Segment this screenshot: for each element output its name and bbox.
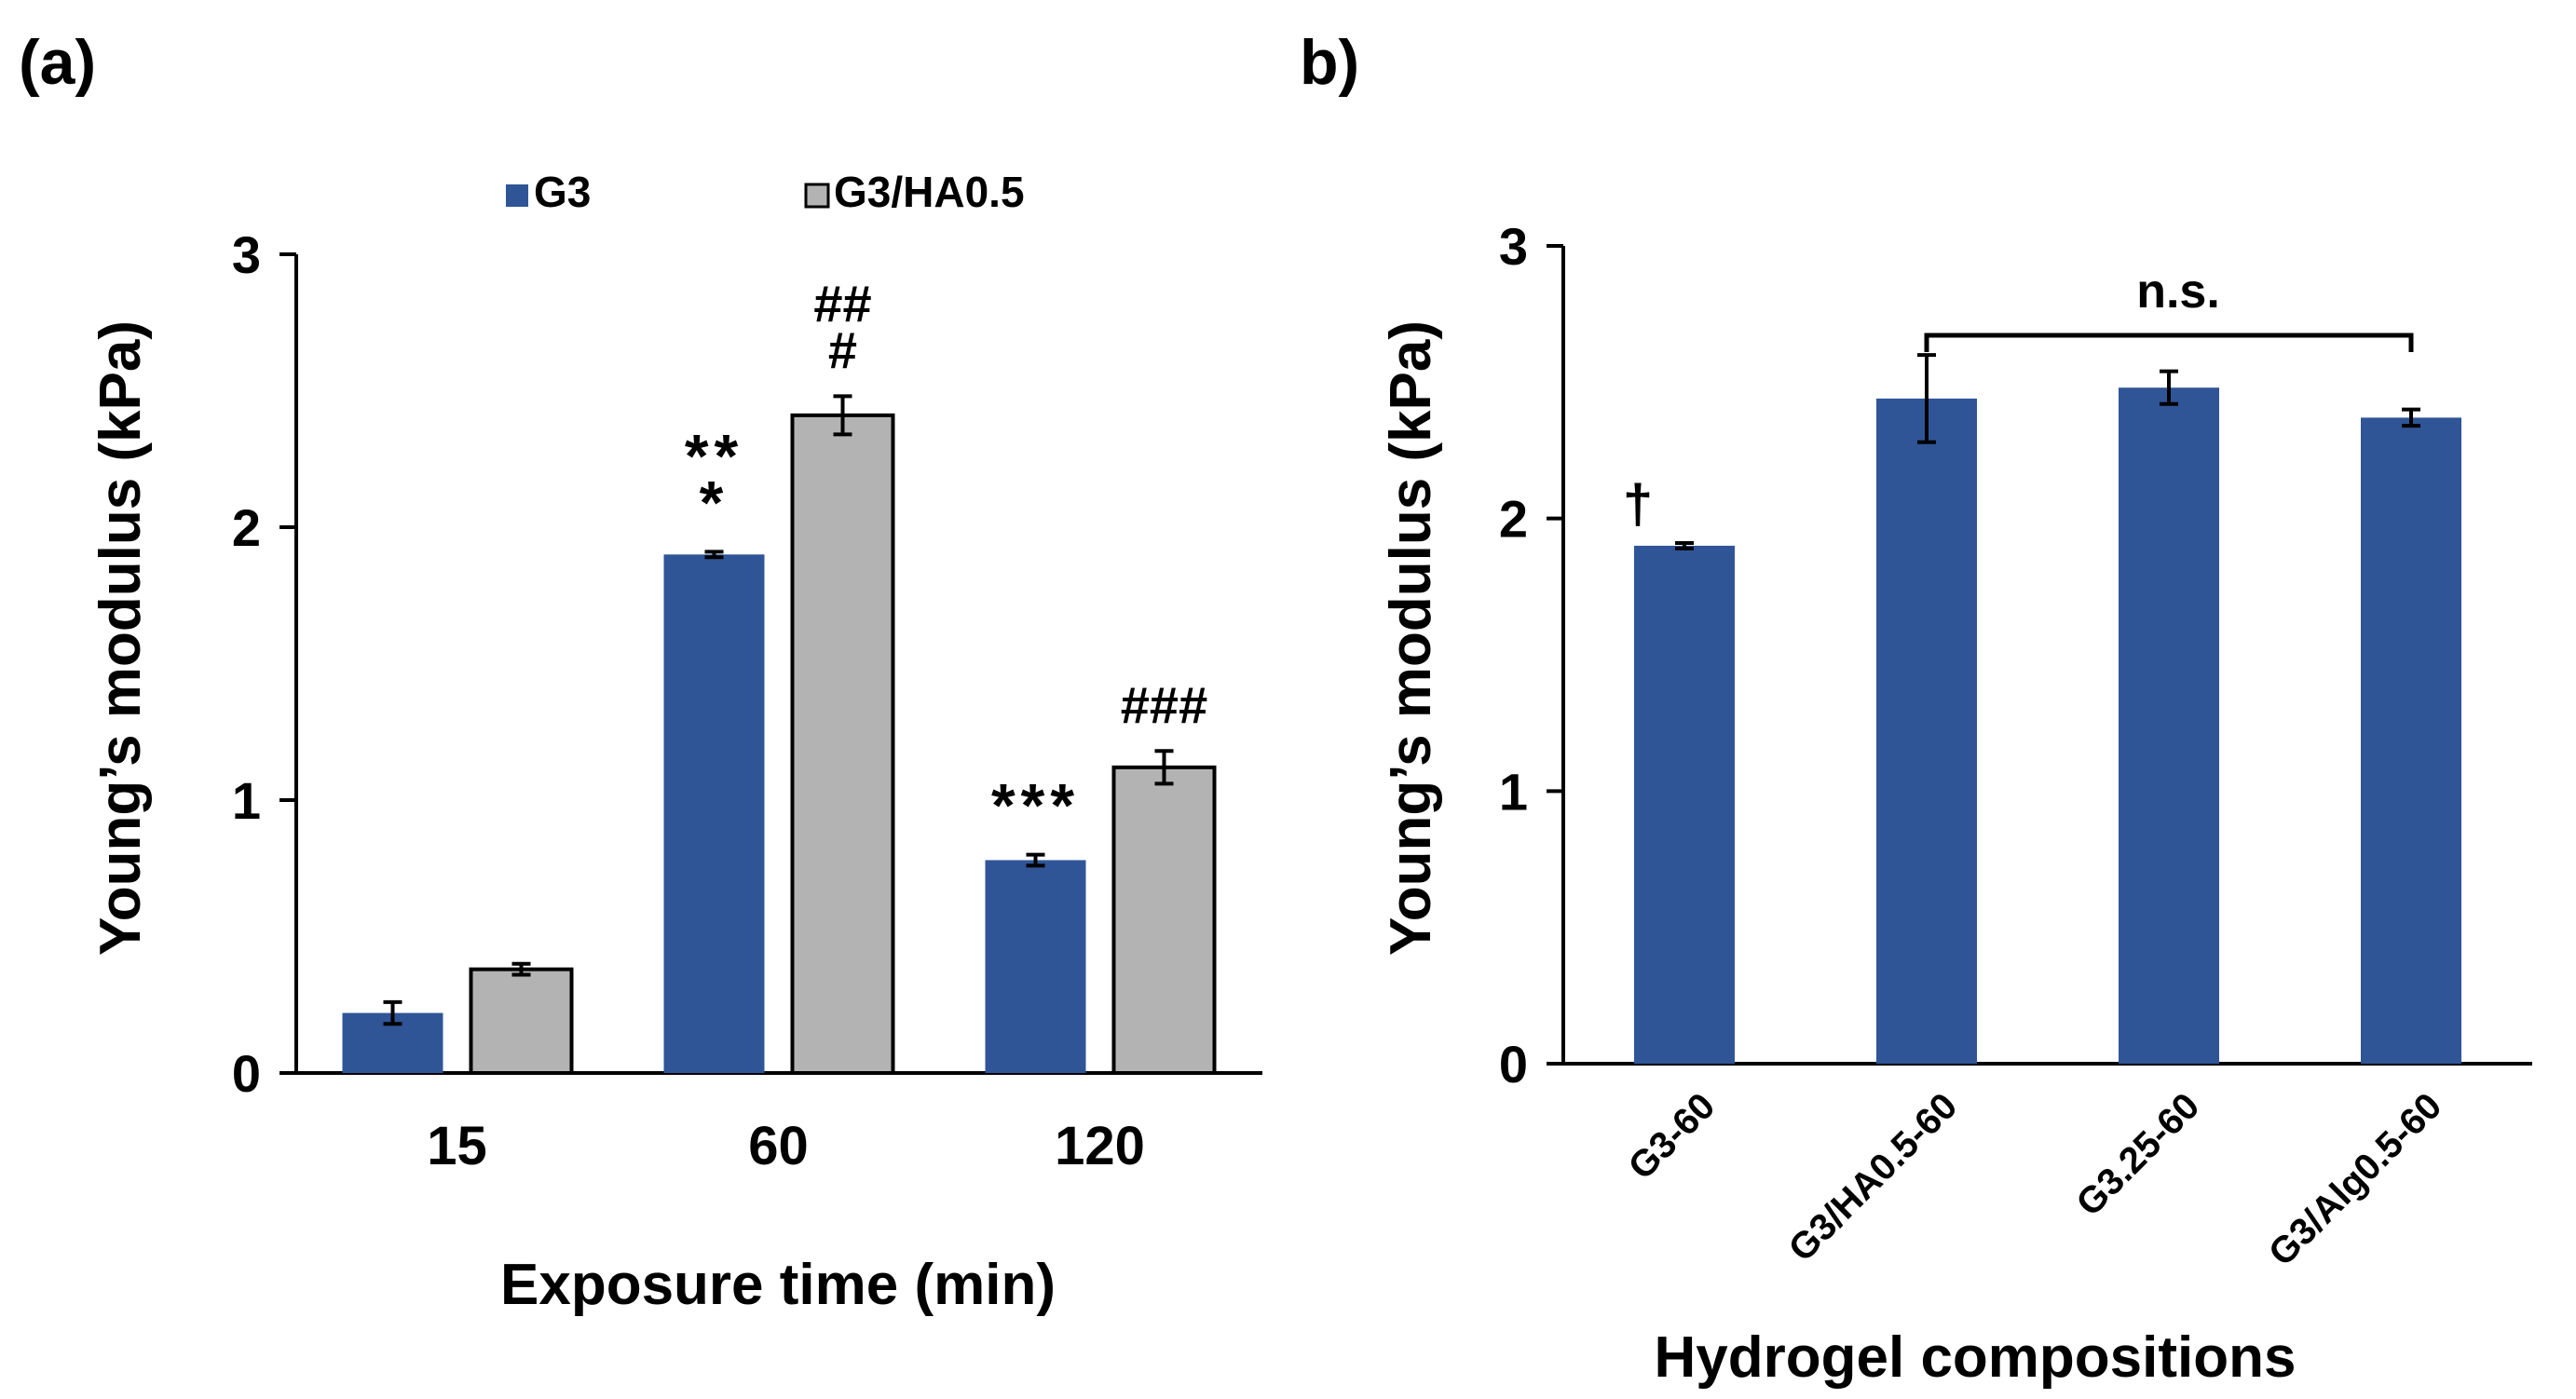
bar [1876, 398, 1977, 1065]
ns-bracket [1924, 333, 2414, 352]
panel-a-label: (a) [19, 27, 96, 98]
bar-g3-ha0-5 [790, 413, 895, 1075]
significance-marker: ** [685, 421, 743, 490]
panel-b-x-axis-label: Hydrogel compositions [1655, 1325, 2297, 1390]
bar [2119, 387, 2219, 1065]
panel-a-y-axis-label: Young’s modulus (kPa) [89, 320, 153, 956]
bar-g3 [985, 860, 1086, 1073]
panel-b-y-axis-label: Young’s modulus (kPa) [1379, 320, 1443, 956]
bar-g3 [663, 554, 765, 1073]
panel-b-chart: b) 0 1 2 3 G3-60 G3/HA0.5-60 G3.25-60 G3/Alg0.5… [1300, 27, 2532, 1390]
y-tick-label: 1 [1499, 762, 1528, 821]
panel-a-axes: 0 1 2 3 15 60 120 [232, 225, 1262, 1176]
y-tick-label: 0 [1499, 1035, 1528, 1093]
significance-marker: # [828, 320, 857, 379]
legend-label: G3 [534, 168, 591, 216]
ns-label: n.s. [2136, 265, 2220, 319]
bar-g3-ha0-5 [1111, 765, 1217, 1076]
significance-marker: ## [813, 274, 871, 333]
y-tick-label: 2 [1499, 490, 1528, 549]
panel-b-label: b) [1300, 27, 1359, 98]
x-tick-label: G3-60 [1621, 1085, 1724, 1188]
significance-marker: ### [1121, 675, 1207, 734]
significance-marker: † [1623, 474, 1653, 535]
panel-a-bars: *** ### *** ### [342, 274, 1217, 1076]
x-tick-label: G3.25-60 [2068, 1085, 2207, 1224]
legend-label: G3/HA0.5 [834, 168, 1025, 216]
y-tick-label: 3 [232, 225, 261, 284]
panel-b-bars: † n.s. [1623, 265, 2461, 1065]
bar-g3-ha0-5 [469, 967, 574, 1076]
x-tick-label: 60 [748, 1116, 809, 1176]
significance-marker: * [700, 468, 729, 537]
panel-a-legend: G3 G3/HA0.5 [506, 168, 1025, 216]
x-tick-label: 120 [1055, 1116, 1145, 1176]
legend-swatch [804, 183, 830, 209]
bar [1634, 545, 1735, 1064]
y-tick-label: 0 [232, 1044, 261, 1103]
y-tick-label: 3 [1499, 217, 1528, 276]
x-tick-label: G3/HA0.5-60 [1781, 1085, 1966, 1270]
x-tick-label: 15 [427, 1116, 487, 1176]
panel-a-x-axis-label: Exposure time (min) [500, 1253, 1056, 1317]
x-tick-label: G3/Alg0.5-60 [2261, 1085, 2449, 1273]
y-tick-label: 2 [232, 498, 261, 557]
bar [2361, 417, 2461, 1064]
legend-swatch [506, 184, 528, 207]
significance-marker: *** [991, 771, 1080, 840]
y-tick-label: 1 [232, 771, 261, 830]
